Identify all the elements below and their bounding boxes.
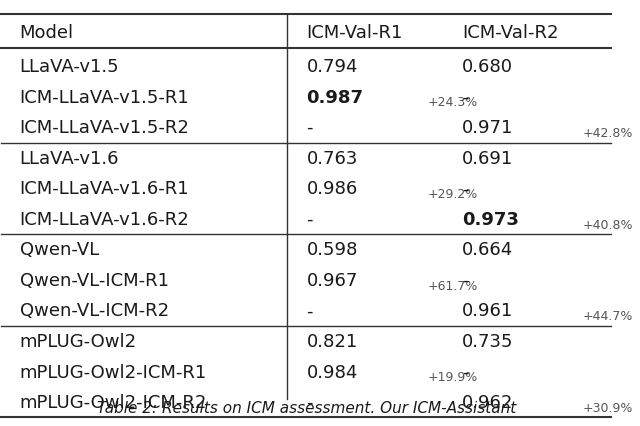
Text: Table 2: Results on ICM assessment. Our ICM-Assistant: Table 2: Results on ICM assessment. Our … [97,400,516,415]
Text: ICM-Val-R1: ICM-Val-R1 [307,24,403,42]
Text: LLaVA-v1.5: LLaVA-v1.5 [20,58,119,76]
Text: +24.3%: +24.3% [427,96,477,109]
Text: mPLUG-Owl2-ICM-R2: mPLUG-Owl2-ICM-R2 [20,393,207,411]
Text: -: - [462,363,468,381]
Text: ICM-LLaVA-v1.5-R2: ICM-LLaVA-v1.5-R2 [20,119,189,137]
Text: 0.598: 0.598 [307,241,358,259]
Text: -: - [307,210,313,228]
Text: 0.794: 0.794 [307,58,358,76]
Text: +44.7%: +44.7% [583,309,633,322]
Text: 0.984: 0.984 [307,363,358,381]
Text: 0.821: 0.821 [307,332,358,350]
Text: -: - [462,180,468,198]
Text: 0.961: 0.961 [462,302,513,320]
Text: 0.971: 0.971 [462,119,513,137]
Text: +19.9%: +19.9% [427,370,477,383]
Text: +30.9%: +30.9% [583,401,633,414]
Text: Qwen-VL: Qwen-VL [20,241,99,259]
Text: 0.967: 0.967 [307,271,358,289]
Text: Qwen-VL-ICM-R1: Qwen-VL-ICM-R1 [20,271,169,289]
Text: mPLUG-Owl2: mPLUG-Owl2 [20,332,137,350]
Text: mPLUG-Owl2-ICM-R1: mPLUG-Owl2-ICM-R1 [20,363,207,381]
Text: -: - [307,393,313,411]
Text: +29.2%: +29.2% [427,187,477,201]
Text: 0.973: 0.973 [462,210,519,228]
Text: ICM-LLaVA-v1.6-R1: ICM-LLaVA-v1.6-R1 [20,180,189,198]
Text: ICM-LLaVA-v1.6-R2: ICM-LLaVA-v1.6-R2 [20,210,189,228]
Text: 0.962: 0.962 [462,393,513,411]
Text: +40.8%: +40.8% [583,218,633,231]
Text: -: - [462,271,468,289]
Text: ICM-Val-R2: ICM-Val-R2 [462,24,559,42]
Text: LLaVA-v1.6: LLaVA-v1.6 [20,150,119,167]
Text: 0.691: 0.691 [462,150,513,167]
Text: Qwen-VL-ICM-R2: Qwen-VL-ICM-R2 [20,302,169,320]
Text: Model: Model [20,24,74,42]
Text: 0.986: 0.986 [307,180,358,198]
Text: 0.987: 0.987 [307,89,364,106]
Text: 0.680: 0.680 [462,58,513,76]
Text: ICM-LLaVA-v1.5-R1: ICM-LLaVA-v1.5-R1 [20,89,189,106]
Text: +61.7%: +61.7% [427,279,477,292]
Text: +42.8%: +42.8% [583,127,633,140]
Text: 0.763: 0.763 [307,150,358,167]
Text: -: - [307,302,313,320]
Text: -: - [462,89,468,106]
Text: 0.664: 0.664 [462,241,513,259]
Text: -: - [307,119,313,137]
Text: 0.735: 0.735 [462,332,513,350]
